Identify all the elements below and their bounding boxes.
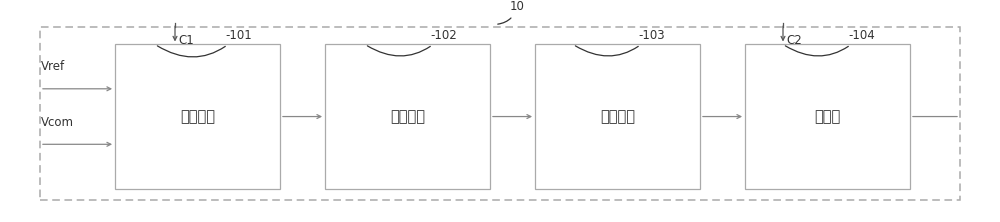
Text: 开关模块: 开关模块: [180, 109, 215, 124]
Text: Vcom: Vcom: [41, 116, 74, 129]
Bar: [115, 44, 280, 189]
Text: 10: 10: [498, 0, 525, 24]
Text: 调制模块: 调制模块: [600, 109, 635, 124]
Bar: [325, 44, 490, 189]
Text: 量化器: 量化器: [814, 109, 841, 124]
Text: C1: C1: [178, 34, 194, 47]
Text: C2: C2: [786, 34, 802, 47]
Text: Vref: Vref: [41, 60, 65, 73]
Text: -102: -102: [367, 29, 457, 56]
Bar: [40, 27, 960, 200]
Text: 储能模块: 储能模块: [390, 109, 425, 124]
Text: -104: -104: [785, 29, 875, 56]
Text: -103: -103: [575, 29, 665, 56]
Text: -101: -101: [157, 29, 252, 57]
Bar: [745, 44, 910, 189]
Bar: [535, 44, 700, 189]
